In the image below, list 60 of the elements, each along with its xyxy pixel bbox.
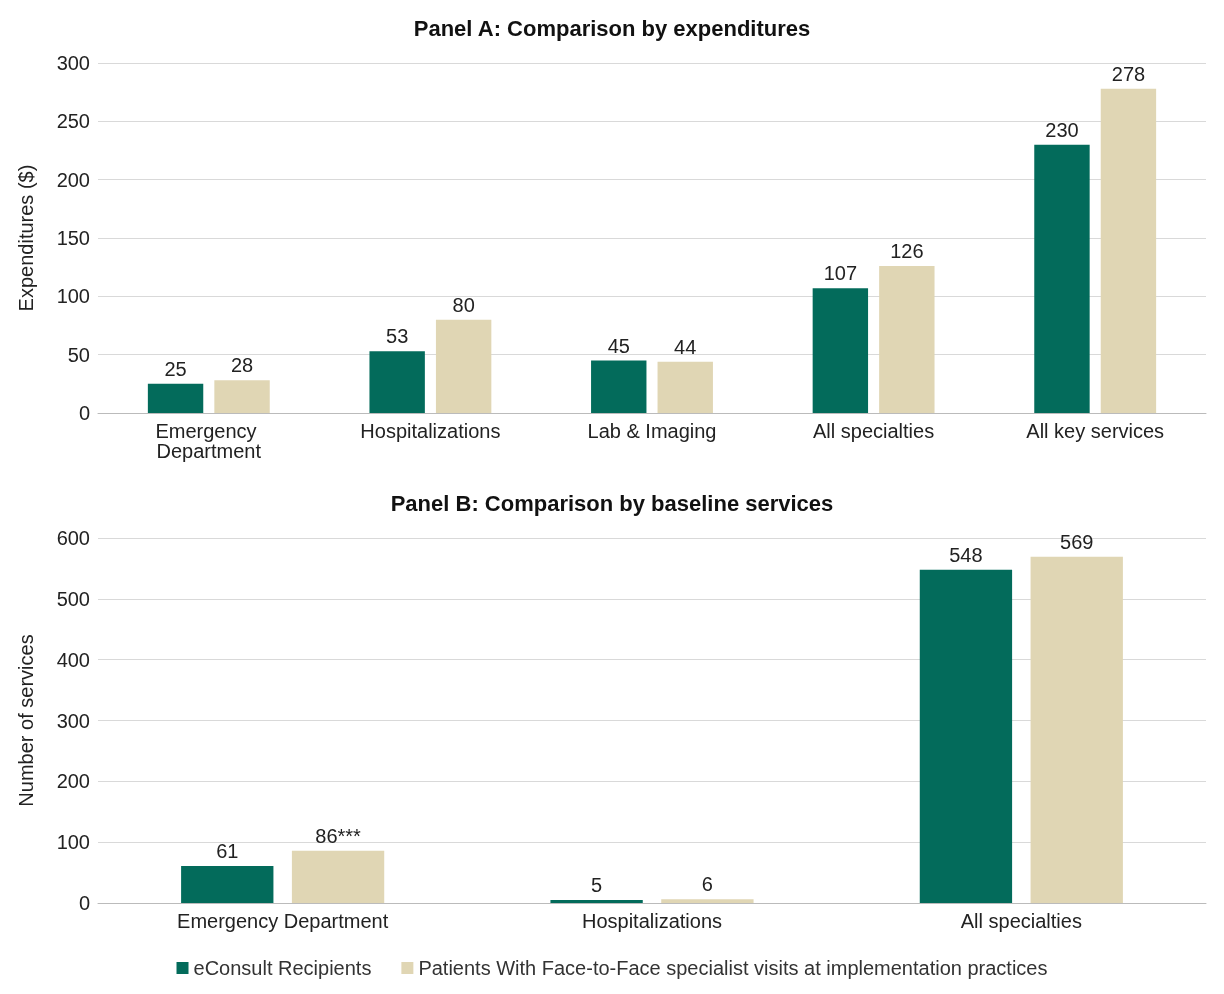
bar: [1100, 88, 1157, 413]
bar: [812, 288, 869, 413]
y-axis-title: Expenditures ($): [15, 164, 37, 312]
bar: [369, 351, 425, 413]
bar: [1030, 556, 1123, 903]
x-tick-label: Emergency Department: [155, 420, 263, 462]
data-label: 28: [230, 354, 254, 377]
x-tick-label: All specialties: [960, 910, 1082, 932]
data-label: 548: [949, 543, 983, 566]
y-tick-label: 150: [56, 227, 90, 249]
data-label: 45: [607, 334, 630, 357]
y-tick-label: 200: [56, 168, 90, 191]
data-label: 44: [674, 335, 697, 358]
data-label: 230: [1045, 118, 1079, 141]
y-tick-label: 100: [56, 285, 90, 308]
chart-title: Panel A: Comparison by expenditures: [413, 15, 811, 41]
bar: [435, 319, 492, 413]
y-tick-label: 400: [56, 648, 90, 671]
data-label: 126: [890, 240, 924, 262]
bar: [214, 380, 270, 413]
bar: [657, 361, 713, 413]
data-label: 61: [216, 839, 239, 862]
y-tick-label: 50: [67, 343, 90, 366]
bar: [591, 360, 647, 413]
x-tick-label: Lab & Imaging: [587, 420, 717, 442]
bar: [181, 865, 274, 903]
x-tick-label: Hospitalizations: [581, 910, 723, 932]
x-tick-label: All specialties: [813, 420, 935, 442]
data-label: 5: [591, 873, 603, 896]
data-label: 86***: [315, 824, 362, 847]
data-label: 6: [701, 873, 713, 896]
chart-title: Panel B: Comparison by baseline services: [390, 490, 834, 516]
legend-label: Patients With Face-to-Face specialist visits at implementation practices: [418, 957, 1048, 979]
data-label: 25: [164, 357, 187, 380]
y-tick-label: 0: [78, 892, 90, 914]
y-tick-label: 500: [56, 587, 90, 610]
bar: [291, 850, 385, 903]
y-tick-label: 300: [56, 52, 90, 74]
y-axis-title: Number of services: [15, 634, 37, 807]
y-tick-label: 100: [56, 831, 90, 854]
data-label: 53: [386, 325, 409, 348]
y-tick-label: 200: [56, 770, 90, 793]
data-label: 569: [1060, 530, 1094, 553]
y-tick-label: 0: [78, 402, 90, 424]
bar: [147, 383, 204, 413]
y-tick-label: 300: [56, 709, 90, 732]
x-tick-label: Emergency Department: [177, 910, 389, 932]
y-tick-label: 600: [56, 527, 90, 549]
bar: [661, 899, 754, 903]
x-tick-label: Hospitalizations: [360, 420, 501, 442]
y-tick-label: 250: [56, 110, 90, 133]
bar: [550, 899, 643, 903]
data-label: 80: [452, 293, 475, 316]
data-label: 107: [823, 262, 858, 285]
bar: [919, 569, 1013, 903]
bar: [1034, 144, 1090, 413]
x-tick-label: All key services: [1026, 420, 1165, 442]
bar: [879, 266, 935, 413]
legend-label: eConsult Recipients: [193, 957, 372, 979]
data-label: 278: [1111, 62, 1146, 85]
